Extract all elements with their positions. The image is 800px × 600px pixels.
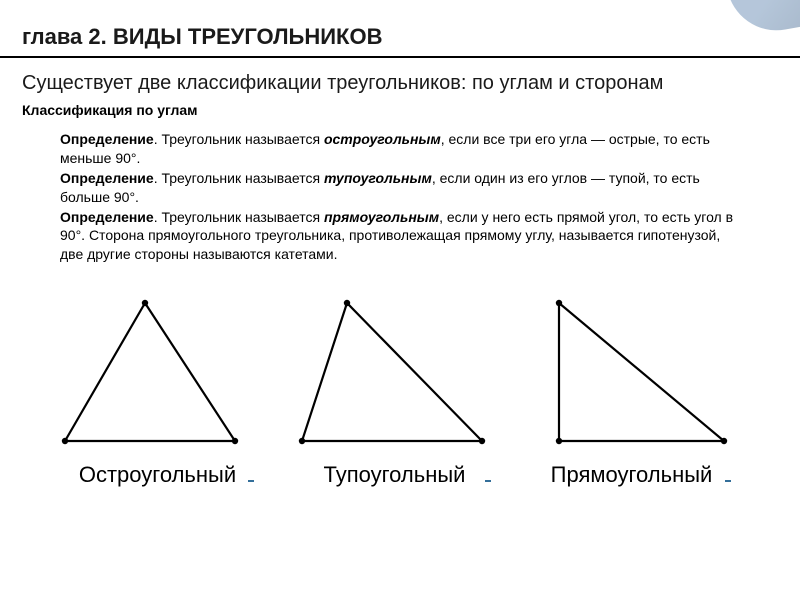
definition-obtuse: Определение. Треугольник называется тупо…	[60, 169, 740, 207]
figure-obtuse: Тупоугольный	[287, 291, 502, 488]
def-label: Определение	[60, 170, 154, 186]
figures-row: Остроугольный Тупоугольный Прямоугольный	[0, 265, 800, 488]
figure-label-obtuse: Тупоугольный	[324, 462, 466, 488]
triangle-acute	[50, 291, 265, 456]
triangle-right	[524, 291, 739, 456]
tick-mark	[485, 480, 491, 482]
definition-right: Определение. Треугольник называется прям…	[60, 208, 740, 265]
tick-mark	[725, 480, 731, 482]
chapter-title: глава 2. ВИДЫ ТРЕУГОЛЬНИКОВ	[0, 0, 800, 54]
def-label: Определение	[60, 209, 154, 225]
term-right: прямоугольным	[324, 209, 439, 225]
def-label: Определение	[60, 131, 154, 147]
figure-right: Прямоугольный	[524, 291, 739, 488]
intro-text: Существует две классификации треугольник…	[0, 58, 800, 98]
term-acute: остроугольным	[324, 131, 441, 147]
term-obtuse: тупоугольным	[324, 170, 432, 186]
slide-corner-accent	[730, 0, 800, 40]
figure-acute: Остроугольный	[50, 291, 265, 488]
definition-acute: Определение. Треугольник называется остр…	[60, 130, 740, 168]
triangle-obtuse	[287, 291, 502, 456]
sub-heading: Классификация по углам	[0, 98, 800, 130]
tick-mark	[248, 480, 254, 482]
figure-label-acute: Остроугольный	[79, 462, 236, 488]
definitions-block: Определение. Треугольник называется остр…	[0, 130, 800, 264]
figure-label-right: Прямоугольный	[551, 462, 713, 488]
